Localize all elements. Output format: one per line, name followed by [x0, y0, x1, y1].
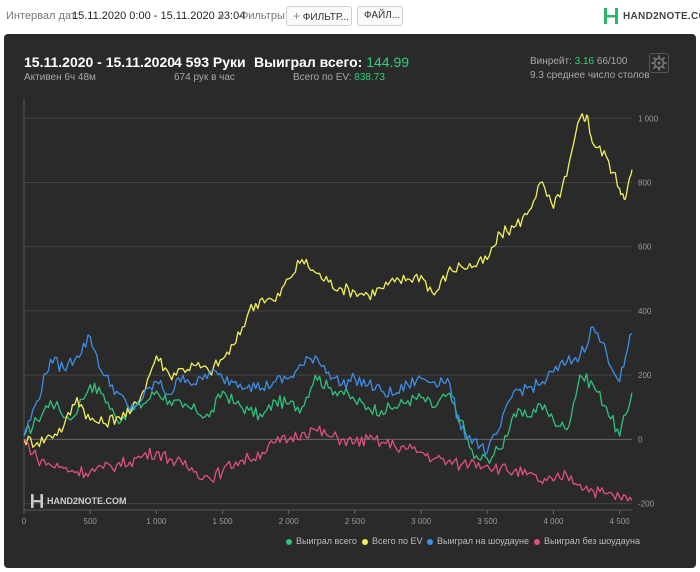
- files-label: ФАЙЛ...: [364, 10, 401, 21]
- y-axis-ticks: -200 0 200 400 600 800 1 000: [638, 114, 659, 508]
- gear-icon: [651, 55, 667, 71]
- profit-chart: 0 500 1 000 1 500 2 000 2 500 3 000 3 500 4 000 4…: [22, 99, 659, 526]
- avg-tables: 9.3 среднее число столов: [530, 70, 650, 81]
- legend-item-showdown[interactable]: Выиграл на шоудауне: [427, 536, 529, 546]
- ev-total: Всего по EV: 838.73: [293, 72, 385, 83]
- chart-grid: [23, 99, 632, 511]
- y-tick-label: 400: [638, 307, 652, 316]
- ev-value: 838.73: [354, 72, 385, 83]
- winrate-label: Винрейт:: [530, 56, 572, 67]
- add-filter-button[interactable]: + ФИЛЬТР...: [286, 6, 352, 26]
- series-line-2: [23, 326, 633, 456]
- files-button[interactable]: ФАЙЛ...: [357, 6, 403, 26]
- brand-name: HAND2NOTE.COM: [623, 11, 700, 22]
- winrate: Винрейт: 3.16 66/100: [530, 56, 627, 67]
- x-tick-label: 2 500: [345, 517, 366, 526]
- x-tick-label: 3 500: [477, 517, 498, 526]
- filters-label: Фильтры:: [240, 10, 288, 22]
- hands-count: 4 593 Руки: [174, 54, 246, 70]
- legend-marker: [534, 538, 540, 545]
- x-tick-label: 3 000: [411, 517, 432, 526]
- series-line-3: [23, 425, 633, 502]
- legend-marker: [286, 538, 292, 545]
- y-tick-label: 1 000: [638, 114, 659, 123]
- winrate-sample: 66/100: [596, 56, 628, 67]
- y-tick-label: 0: [638, 435, 643, 444]
- settings-button[interactable]: [649, 53, 669, 73]
- active-time: Активен 6ч 48м: [24, 72, 96, 83]
- series-line-0: [23, 373, 633, 465]
- date-range: 15.11.2020 - 15.11.2020: [24, 54, 176, 70]
- ev-label: Всего по EV:: [293, 72, 352, 83]
- x-tick-label: 1 500: [213, 517, 234, 526]
- y-tick-label: 800: [638, 178, 652, 187]
- legend-label: Всего по EV: [372, 536, 423, 546]
- add-filter-label: ФИЛЬТР...: [302, 12, 349, 23]
- watermark-text: HAND2NOTE.COM: [47, 496, 127, 506]
- y-tick-label: 600: [638, 243, 652, 252]
- y-tick-label: 200: [638, 371, 652, 380]
- legend-label: Выиграл без шоудауна: [544, 536, 640, 546]
- legend-label: Выиграл всего: [296, 536, 357, 546]
- chevron-down-icon[interactable]: ▾: [219, 11, 225, 23]
- winrate-value: 3.16: [574, 56, 595, 67]
- legend-marker: [362, 538, 368, 545]
- won-value: 144.99: [366, 54, 410, 70]
- x-tick-label: 0: [22, 517, 27, 526]
- date-interval-select[interactable]: 15.11.2020 0:00 - 15.11.2020 23:04: [72, 10, 246, 22]
- legend-item-ev[interactable]: Всего по EV: [362, 536, 422, 546]
- legend-label: Выиграл на шоудауне: [437, 536, 529, 546]
- won-total: Выиграл всего: 144.99: [254, 54, 409, 70]
- plus-icon: +: [293, 9, 301, 23]
- legend-item-non-showdown[interactable]: Выиграл без шоудауна: [534, 536, 640, 546]
- x-tick-label: 500: [84, 517, 98, 526]
- legend-item-won[interactable]: Выиграл всего: [286, 536, 357, 546]
- hands-per-hour: 674 рук в час: [174, 72, 235, 83]
- hand2note-logo-icon: [604, 8, 618, 24]
- won-label: Выиграл всего:: [254, 54, 363, 70]
- hand2note-logo-icon: [31, 494, 43, 508]
- x-tick-label: 1 000: [146, 517, 167, 526]
- stats-panel: 15.11.2020 - 15.11.2020 Активен 6ч 48м 4…: [4, 34, 696, 568]
- y-tick-label: -200: [638, 500, 655, 509]
- x-tick-label: 2 000: [279, 517, 300, 526]
- x-tick-label: 4 500: [610, 517, 631, 526]
- x-tick-label: 4 000: [543, 517, 564, 526]
- interval-label: Интервал дат:: [6, 10, 79, 22]
- legend-marker: [427, 538, 433, 545]
- chart-series: [23, 113, 633, 502]
- series-line-1: [23, 113, 633, 448]
- x-axis-ticks: 0 500 1 000 1 500 2 000 2 500 3 000 3 500 4 000 4…: [22, 510, 630, 526]
- toolbar: Интервал дат: 15.11.2020 0:00 - 15.11.20…: [0, 0, 700, 34]
